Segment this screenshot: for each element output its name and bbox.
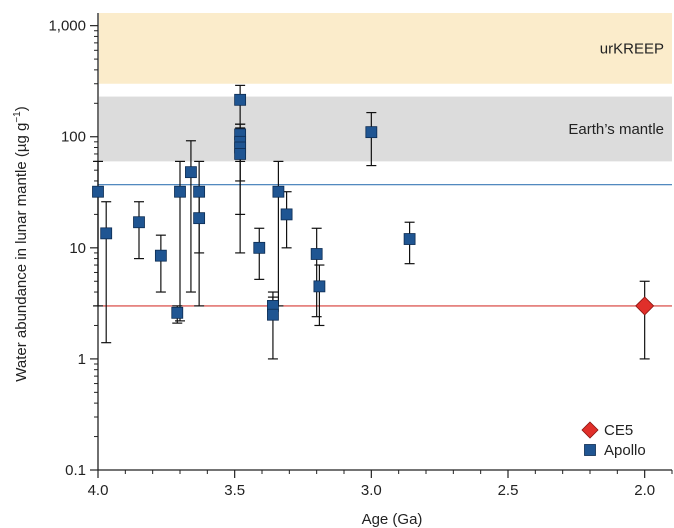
y-tick-label-0: 0.1 xyxy=(65,462,86,479)
data-point-0-16 xyxy=(267,308,279,321)
legend-marker-1 xyxy=(584,444,596,456)
x-tick-label-4: 2.0 xyxy=(634,482,655,499)
legend-label-0: CE5 xyxy=(604,422,633,439)
data-point-0-19 xyxy=(310,248,323,260)
data-point-1-0 xyxy=(635,296,655,316)
legend-marker-0 xyxy=(581,421,599,439)
data-point-0-6 xyxy=(185,166,197,179)
x-tick-label-2: 3.0 xyxy=(361,482,382,499)
data-point-0-1 xyxy=(100,227,113,240)
data-point-0-8 xyxy=(193,212,206,225)
data-point-0-9 xyxy=(234,93,247,106)
data-point-0-13 xyxy=(234,148,247,160)
y-axis-title: Water abundance in lunar mantle (µg g−1) xyxy=(12,106,30,381)
data-point-0-18 xyxy=(280,208,293,221)
data-point-0-0 xyxy=(92,185,104,198)
legend-label-1: Apollo xyxy=(604,442,646,459)
data-point-0-5 xyxy=(174,185,186,198)
y-axis-title-sup: −1 xyxy=(12,111,23,123)
reference-lines-layer xyxy=(98,184,672,307)
legend: CE5 Apollo xyxy=(581,421,646,459)
data-point-0-2 xyxy=(133,216,145,229)
axes-layer: 0.1 1 10 100 1,000 4.0 3.5 3.0 2.5 2.0 xyxy=(48,13,673,499)
band-label-1: Earth’s mantle xyxy=(568,121,664,138)
data-point-0-3 xyxy=(154,249,167,262)
data-point-0-21 xyxy=(365,126,378,139)
y-tick-label-1: 1 xyxy=(78,351,86,368)
bands-layer: urKREEP Earth’s mantle xyxy=(99,13,672,162)
band-0 xyxy=(99,13,672,84)
data-points-layer xyxy=(92,93,655,321)
y-tick-label-2: 10 xyxy=(69,240,86,257)
y-tick-label-4: 1,000 xyxy=(48,18,86,35)
y-axis-title-main: Water abundance in lunar mantle (µg g xyxy=(13,123,30,382)
data-point-0-17 xyxy=(272,185,285,198)
x-axis-title: Age (Ga) xyxy=(362,511,423,528)
data-point-0-14 xyxy=(253,241,266,254)
x-tick-label-0: 4.0 xyxy=(88,482,109,499)
band-label-0: urKREEP xyxy=(600,40,664,57)
data-point-0-4 xyxy=(171,306,184,319)
data-point-0-22 xyxy=(403,233,416,245)
data-point-0-20 xyxy=(313,280,326,293)
data-point-0-7 xyxy=(193,185,206,198)
x-tick-label-3: 2.5 xyxy=(498,482,519,499)
y-tick-label-3: 100 xyxy=(61,129,86,146)
y-axis-title-close: ) xyxy=(13,106,30,111)
x-tick-label-1: 3.5 xyxy=(224,482,245,499)
band-1 xyxy=(99,96,672,162)
